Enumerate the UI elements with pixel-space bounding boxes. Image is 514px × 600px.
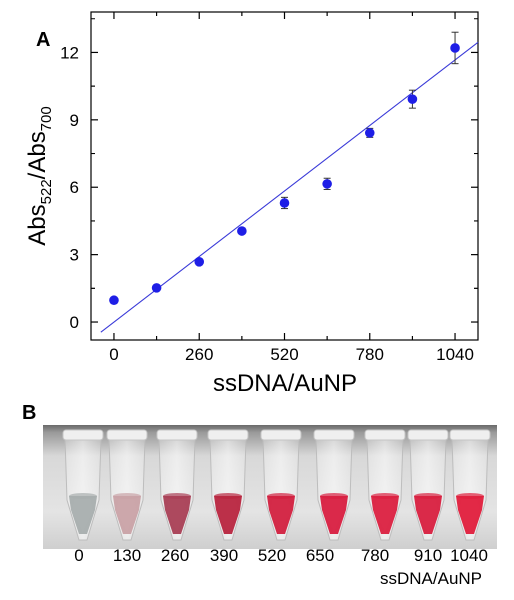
tube-cap [106,429,148,441]
tube-meniscus [320,493,348,499]
y-tick-label: 3 [70,246,79,265]
tube-cap [407,429,449,441]
tube-meniscus [113,493,141,499]
tube-meniscus [456,493,484,499]
tube-cap [207,429,249,441]
data-point [109,295,119,306]
tube-liquid [163,496,191,534]
panel-label-b: B [22,402,36,424]
tube-cap [313,429,355,441]
tube-cap [364,429,406,441]
tube-cap [449,429,491,441]
y-tick-label: 12 [60,43,79,62]
data-point [450,43,460,53]
y-axis-title: Abs522/Abs700 [24,106,55,245]
photo-caption: ssDNA/AuNP [380,569,482,588]
tube-label: 1040 [450,546,488,565]
tube-liquid [371,496,399,534]
y-tick-label: 9 [70,111,79,130]
y-ticks: 0 3 6 9 12 [60,43,478,332]
y-axis-title-mid: /Abs [24,131,51,179]
x-axis-title: ssDNA/AuNP [213,370,357,397]
x-tick-label: 520 [270,345,298,364]
y-tick-label: 0 [70,313,79,332]
tube-label: 130 [113,546,141,565]
tube-liquid [414,496,442,534]
x-tick-label: 1040 [436,345,474,364]
data-points [109,31,460,306]
y-tick-label: 6 [70,178,79,197]
plot-area: 0 260 520 780 1040 0 3 6 9 12 [60,11,479,364]
panel-label-a: A [36,29,50,51]
data-point [237,226,247,236]
tube-liquid [320,496,348,534]
x-ticks: 0 260 520 780 1040 [109,12,474,364]
data-point [151,283,162,293]
tube-meniscus [69,493,97,499]
data-point [407,94,418,104]
data-point [322,179,332,189]
y-axis-title-sub1: 522 [38,179,55,204]
data-point [279,198,290,208]
tube-liquid [267,496,295,534]
x-tick-label: 780 [356,345,384,364]
tube-label: 0 [74,546,83,565]
tubes [62,429,491,541]
data-point [364,128,375,138]
tube-cap [62,429,104,441]
tube-liquid [69,496,97,534]
tube-label: 390 [210,546,238,565]
tube-label: 910 [414,546,442,565]
tube-meniscus [163,493,191,499]
y-axis-title-sub2: 700 [38,106,55,131]
tube-cap [156,429,198,441]
tube-photo [43,425,497,549]
x-tick-label: 260 [185,345,213,364]
tube-liquid [214,496,242,534]
tube-label: 260 [161,546,189,565]
tube-meniscus [267,493,295,499]
minor-ticks [91,12,478,340]
x-tick-label: 0 [109,345,118,364]
tube-liquid [113,496,141,534]
data-point [194,257,205,267]
y-axis-title-main: Abs [24,204,51,245]
plot-frame [90,11,479,341]
tube-liquid [456,496,484,534]
tube-meniscus [371,493,399,499]
tube-meniscus [214,493,242,499]
tube-label: 520 [258,546,286,565]
tube-label: 650 [306,546,334,565]
tube-label: 780 [361,546,389,565]
tube-labels: 0 130 260 390 520 650 780 910 1040 [74,546,488,565]
tube-cap [260,429,302,441]
tube-meniscus [414,493,442,499]
